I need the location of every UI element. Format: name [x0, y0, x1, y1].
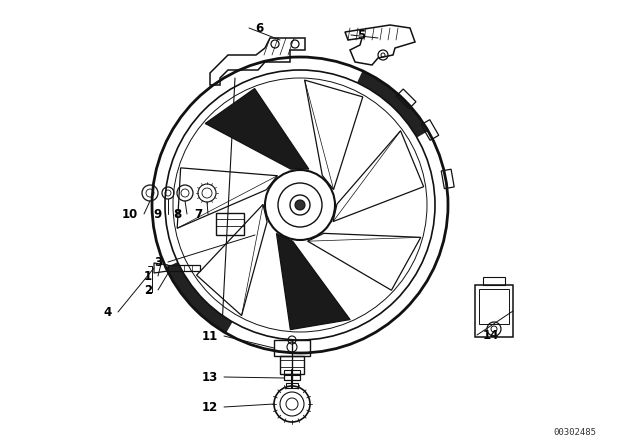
Text: 00302485: 00302485: [554, 427, 596, 436]
Text: 10: 10: [122, 207, 138, 220]
Text: 1: 1: [144, 270, 152, 283]
Text: 2: 2: [144, 284, 152, 297]
Polygon shape: [276, 233, 350, 330]
Text: 12: 12: [202, 401, 218, 414]
Text: 6: 6: [255, 22, 263, 34]
Text: 11: 11: [202, 329, 218, 343]
Polygon shape: [205, 89, 308, 169]
Text: 4: 4: [104, 306, 112, 319]
Polygon shape: [357, 71, 428, 138]
Text: 3: 3: [154, 255, 162, 268]
Circle shape: [295, 200, 305, 210]
Text: 5: 5: [357, 29, 365, 42]
Text: 14: 14: [483, 328, 499, 341]
Text: 13: 13: [202, 370, 218, 383]
Text: 9: 9: [154, 207, 162, 220]
Polygon shape: [166, 262, 232, 333]
Text: 7: 7: [194, 207, 202, 220]
Text: 8: 8: [173, 207, 181, 220]
